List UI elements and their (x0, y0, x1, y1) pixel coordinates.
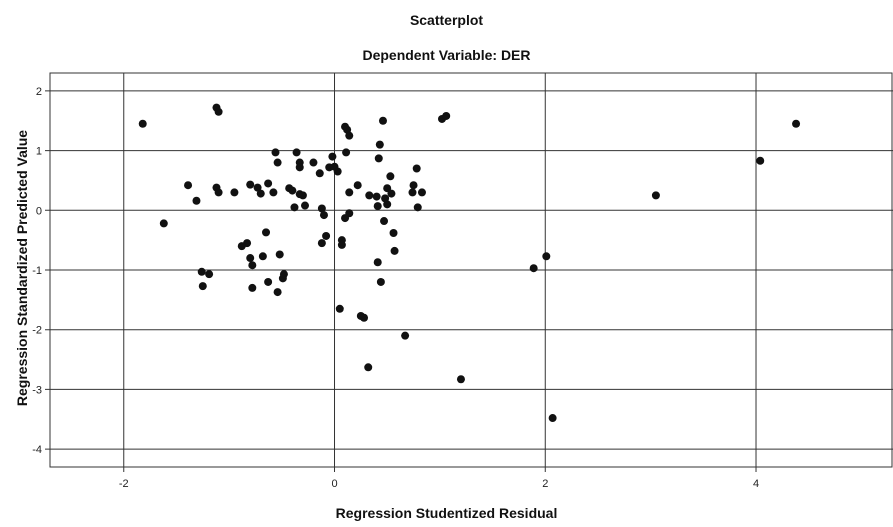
scatter-point (246, 254, 255, 263)
scatter-point (456, 375, 465, 384)
scatter-point (345, 131, 354, 140)
scatter-point (264, 179, 273, 188)
scatter-point (360, 313, 369, 322)
scatter-point (442, 111, 451, 120)
scatter-point (317, 204, 326, 213)
scatter-point (198, 282, 207, 291)
y-tick-label: -4 (32, 444, 42, 456)
scatter-point (317, 239, 326, 248)
scatter-point (409, 181, 418, 190)
scatter-point (542, 252, 551, 261)
scatter-point (373, 202, 382, 211)
scatter-point (301, 201, 310, 210)
scatter-point (651, 191, 660, 200)
data-points (138, 103, 801, 423)
scatter-point (389, 228, 398, 237)
scatter-point (309, 158, 318, 167)
scatter-point (364, 363, 373, 372)
scatter-point (159, 219, 168, 228)
scatter-point (412, 164, 421, 173)
scatter-point (295, 163, 304, 172)
scatter-point (408, 188, 417, 197)
scatter-point (253, 183, 262, 192)
x-axis-label: Regression Studentized Residual (335, 505, 558, 521)
axis-ticks: -2 0 2 4 2 1 0 -1 -2 -3 -4 (32, 86, 759, 490)
scatter-point (269, 188, 278, 197)
scatter-point (328, 152, 337, 161)
scatter-point (383, 184, 392, 193)
y-tick-label: -1 (32, 265, 42, 277)
scatter-point (273, 288, 282, 297)
scatter-point (205, 270, 214, 279)
y-axis-label: Regression Standardized Predicted Value (14, 129, 30, 407)
scatter-point (417, 188, 426, 197)
scatter-point (333, 167, 342, 176)
scatter-point (401, 331, 410, 340)
scatter-point (341, 214, 350, 223)
scatter-point (353, 181, 362, 190)
scatter-point (315, 169, 324, 178)
scatter-point (264, 277, 273, 286)
scatter-point (290, 203, 299, 212)
scatter-point (243, 239, 252, 248)
y-tick-label: -3 (32, 384, 42, 396)
scatter-point (383, 200, 392, 209)
plot-frame (49, 72, 893, 468)
scatter-point (262, 228, 271, 237)
x-tick-label: -2 (119, 478, 129, 490)
scatter-point (387, 189, 396, 198)
scatter-point (258, 252, 267, 261)
scatter-point (184, 181, 193, 190)
scatter-point (322, 231, 331, 240)
scatter-point (374, 154, 383, 163)
chart-subtitle: Dependent Variable: DER (362, 47, 531, 63)
y-tick-label: 1 (36, 146, 42, 158)
scatter-point (273, 158, 282, 167)
scatter-point (413, 203, 422, 212)
scatter-point (138, 119, 147, 128)
scatter-point (756, 156, 765, 165)
scatter-point (197, 267, 206, 276)
x-tick-label: 2 (542, 478, 548, 490)
scatter-point (248, 283, 257, 292)
scatter-point (792, 119, 801, 128)
chart-title: Scatterplot (409, 12, 484, 28)
y-tick-label: -2 (32, 325, 42, 337)
scatter-point (248, 261, 257, 270)
scatter-point (319, 211, 328, 220)
scatter-point (337, 240, 346, 249)
scatter-point (292, 148, 301, 157)
scatter-point (386, 172, 395, 181)
scatter-point (342, 148, 351, 157)
x-tick-label: 0 (331, 478, 337, 490)
scatter-point (376, 277, 385, 286)
scatter-point (271, 148, 280, 157)
scatter-point (365, 191, 374, 200)
scatter-point (275, 250, 284, 259)
scatter-point (378, 116, 387, 125)
scatter-point (214, 107, 223, 116)
scatter-point (373, 258, 382, 267)
scatter-point (390, 246, 399, 255)
scatter-point (548, 414, 557, 423)
x-tick-label: 4 (753, 478, 759, 490)
scatter-point (345, 188, 354, 197)
scatter-point (230, 188, 239, 197)
scatter-point (372, 192, 381, 201)
scatter-point (192, 196, 201, 205)
scatter-point (246, 180, 255, 189)
scatter-point (380, 217, 389, 226)
scatter-point (279, 270, 288, 279)
grid (45, 73, 893, 472)
scatter-point (214, 188, 223, 197)
scatter-point (256, 189, 265, 198)
scatter-point (298, 191, 307, 200)
scatter-point (288, 186, 297, 195)
scatter-point (529, 264, 538, 273)
y-tick-label: 0 (36, 205, 42, 217)
scatter-point (375, 140, 384, 149)
scatter-point (335, 304, 344, 313)
y-tick-label: 2 (36, 86, 42, 98)
